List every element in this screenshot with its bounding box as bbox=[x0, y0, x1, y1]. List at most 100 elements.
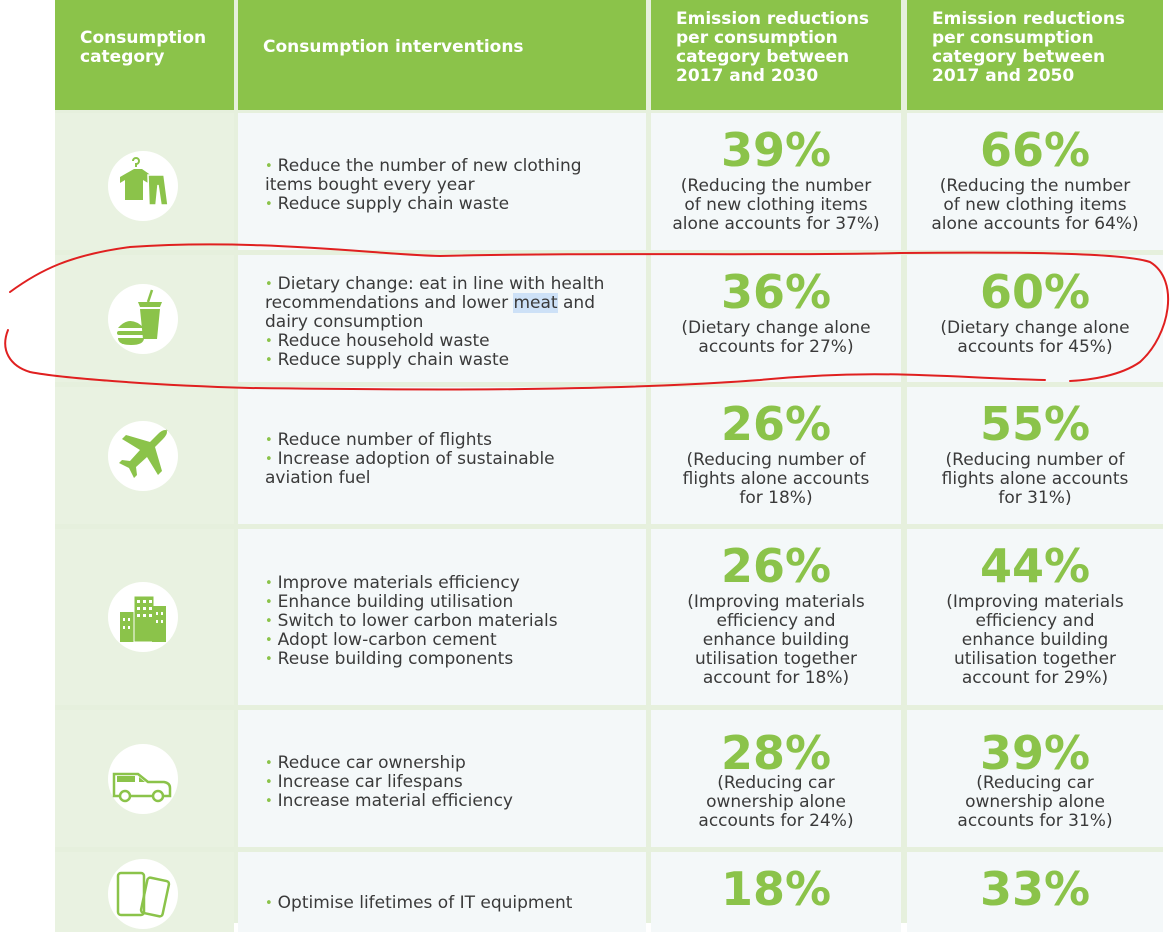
category-cell bbox=[55, 113, 234, 250]
interventions-list: Reduce car ownershipIncrease car lifespa… bbox=[265, 754, 625, 811]
reduction-note: (Improving materials efficiency and enhanc… bbox=[907, 593, 1163, 688]
note-line: efficiency and bbox=[975, 611, 1095, 631]
note-line: for 18%) bbox=[739, 488, 813, 508]
header-line: Emission reductions bbox=[932, 9, 1126, 29]
note-line: accounts for 45%) bbox=[957, 337, 1113, 357]
header-text: Consumption category bbox=[80, 29, 206, 67]
list-item: Reduce household waste bbox=[265, 332, 625, 351]
note-line: (Improving materials bbox=[687, 592, 865, 612]
header-line: Emission reductions bbox=[676, 9, 870, 29]
reduction-note: (Dietary change alone accounts for 45%) bbox=[907, 319, 1163, 357]
list-item: Reduce number of flights bbox=[265, 431, 625, 450]
category-cell bbox=[55, 710, 234, 847]
reduction-2050-cell: 39% (Reducing car ownership alone accounts … bbox=[907, 710, 1163, 847]
reduction-2050-cell: 44% (Improving materials efficiency and enh… bbox=[907, 529, 1163, 705]
note-line: of new clothing items bbox=[943, 195, 1127, 215]
list-item: Improve materials efficiency bbox=[265, 573, 625, 593]
note-line: (Reducing number of bbox=[945, 450, 1125, 470]
note-line: alone accounts for 37%) bbox=[672, 214, 880, 234]
note-line: ownership alone bbox=[965, 792, 1105, 812]
reduction-percent: 36% bbox=[720, 265, 832, 319]
list-item: Optimise lifetimes of IT equipment bbox=[265, 894, 625, 913]
reduction-percent: 39% bbox=[720, 123, 832, 177]
note-line: (Reducing the number bbox=[680, 176, 872, 196]
note-line: flights alone accounts bbox=[682, 469, 870, 489]
reduction-2030-cell: 18% bbox=[651, 852, 901, 932]
list-item: Enhance building utilisation bbox=[265, 592, 625, 612]
note-line: (Dietary change alone bbox=[681, 318, 871, 338]
reduction-note: (Reducing car ownership alone accounts for… bbox=[907, 774, 1163, 831]
interventions-cell: Reduce car ownershipIncrease car lifespa… bbox=[238, 710, 646, 847]
header-line: category between bbox=[676, 47, 850, 67]
reduction-2050-cell: 60% (Dietary change alone accounts for 45%… bbox=[907, 255, 1163, 382]
note-line: (Reducing number of bbox=[686, 450, 866, 470]
note-line: enhance building bbox=[702, 630, 850, 650]
emissions-table: Consumption category Consumption intervent… bbox=[55, 0, 1163, 932]
reduction-percent: 39% bbox=[979, 726, 1091, 780]
interventions-list: Improve materials efficiencyEnhance buil… bbox=[265, 573, 625, 669]
list-item: Switch to lower carbon materials bbox=[265, 611, 625, 631]
header-reduction-2050: Emission reductions per consumption catego… bbox=[907, 0, 1163, 110]
list-item: Reduce the number of new clothing items … bbox=[265, 157, 625, 195]
note-line: (Reducing the number bbox=[939, 176, 1131, 196]
interventions-cell: Dietary change: eat in line with health … bbox=[238, 255, 646, 382]
reduction-percent: 28% bbox=[720, 726, 832, 780]
interventions-list: Dietary change: eat in line with health … bbox=[265, 275, 625, 370]
category-cell bbox=[55, 387, 234, 524]
reduction-2050-cell: 66% (Reducing the number of new clothing i… bbox=[907, 113, 1163, 250]
list-item: Increase car lifespans bbox=[265, 773, 625, 792]
category-cell bbox=[55, 255, 234, 382]
interventions-cell: Reduce number of flightsIncrease adoptio… bbox=[238, 387, 646, 524]
list-item: Reduce supply chain waste bbox=[265, 351, 625, 370]
reduction-note: (Improving materials efficiency and enhanc… bbox=[651, 593, 901, 688]
interventions-cell: Optimise lifetimes of IT equipment bbox=[238, 852, 646, 932]
list-item: Dietary change: eat in line with health … bbox=[265, 275, 625, 332]
reduction-note: (Reducing the number of new clothing item… bbox=[651, 177, 901, 234]
note-line: flights alone accounts bbox=[941, 469, 1129, 489]
note-line: (Improving materials bbox=[946, 592, 1124, 612]
reduction-percent: 26% bbox=[720, 397, 832, 451]
interventions-list: Reduce the number of new clothing items … bbox=[265, 157, 625, 214]
header-line: per consumption bbox=[932, 28, 1094, 48]
reduction-2050-cell: 33% bbox=[907, 852, 1163, 932]
note-line: accounts for 31%) bbox=[957, 811, 1113, 831]
list-item: Reduce car ownership bbox=[265, 754, 625, 773]
interventions-cell: Improve materials efficiencyEnhance buil… bbox=[238, 529, 646, 705]
list-item: Reduce supply chain waste bbox=[265, 195, 625, 214]
header-line: 2017 and 2050 bbox=[932, 66, 1075, 86]
highlighted-word: meat bbox=[513, 293, 558, 313]
header-line: category bbox=[80, 47, 165, 67]
header-text: Consumption interventions bbox=[263, 38, 524, 57]
reduction-2050-cell: 55% (Reducing number of flights alone acco… bbox=[907, 387, 1163, 524]
note-line: (Reducing car bbox=[717, 773, 835, 793]
header-line: Consumption interventions bbox=[263, 37, 524, 57]
header-line: per consumption bbox=[676, 28, 838, 48]
devices-icon bbox=[108, 859, 178, 929]
note-line: enhance building bbox=[961, 630, 1109, 650]
note-line: ownership alone bbox=[706, 792, 846, 812]
food-icon bbox=[108, 283, 178, 354]
note-line: accounts for 27%) bbox=[698, 337, 854, 357]
list-item: Increase material efficiency bbox=[265, 792, 625, 811]
reduction-2030-cell: 36% (Dietary change alone accounts for 27%… bbox=[651, 255, 901, 382]
header-interventions: Consumption interventions bbox=[238, 0, 646, 110]
reduction-percent: 44% bbox=[979, 539, 1091, 593]
note-line: accounts for 24%) bbox=[698, 811, 854, 831]
reduction-percent: 18% bbox=[720, 862, 832, 916]
header-line: Consumption bbox=[80, 28, 207, 48]
note-line: of new clothing items bbox=[684, 195, 868, 215]
reduction-note: (Reducing number of flights alone account… bbox=[651, 451, 901, 508]
category-cell bbox=[55, 852, 234, 932]
interventions-cell: Reduce the number of new clothing items … bbox=[238, 113, 646, 250]
note-line: account for 29%) bbox=[961, 668, 1109, 688]
note-line: alone accounts for 64%) bbox=[931, 214, 1139, 234]
header-line: category between bbox=[932, 47, 1106, 67]
list-item: Reuse building components bbox=[265, 649, 625, 669]
buildings-icon bbox=[108, 582, 178, 652]
reduction-note: (Reducing number of flights alone account… bbox=[907, 451, 1163, 508]
note-line: (Reducing car bbox=[976, 773, 1094, 793]
reduction-percent: 66% bbox=[979, 123, 1091, 177]
header-text: Emission reductions per consumption catego… bbox=[932, 10, 1125, 86]
reduction-note: (Reducing car ownership alone accounts for… bbox=[651, 774, 901, 831]
clothing-icon bbox=[108, 150, 178, 221]
